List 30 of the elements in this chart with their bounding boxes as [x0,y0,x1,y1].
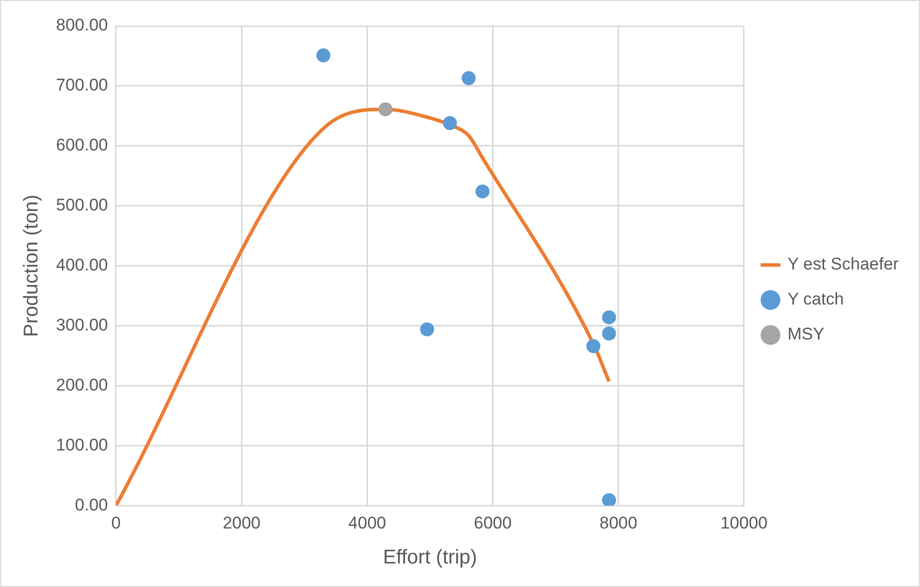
y-tick-label: 600.00 [56,136,108,155]
x-tick-label: 2000 [222,513,261,532]
point [586,339,600,354]
point [442,116,457,130]
point [475,184,490,198]
x-tick-label: 6000 [474,513,512,532]
y-tick-label: 300.00 [56,315,108,334]
y-axis-title: Production (ton) [20,194,43,337]
y-tick-label: 100.00 [56,435,108,454]
y-tick-label: 0.00 [74,495,108,514]
y-tick-label: 400.00 [56,255,108,274]
point [602,310,616,324]
x-tick-label: 0 [111,513,121,532]
point [602,493,616,506]
point [602,326,616,341]
y-tick-label: 800.00 [56,16,108,35]
x-axis-title: Effort (trip) [382,546,478,569]
point [462,71,476,86]
x-tick-label: 8000 [599,513,638,532]
y-tick-label: 200.00 [56,375,108,394]
x-tick-label: 4000 [348,513,386,532]
y-tick-label: 500.00 [56,196,108,215]
y-tick-label: 700.00 [56,76,108,95]
point [316,48,330,62]
legend-label: MSY [787,324,824,344]
point [420,322,434,336]
x-tick-label: 10000 [720,513,768,532]
point [378,102,393,116]
legend-label: Y est Schaefer [787,254,900,274]
legend-label: Y catch [787,290,844,309]
